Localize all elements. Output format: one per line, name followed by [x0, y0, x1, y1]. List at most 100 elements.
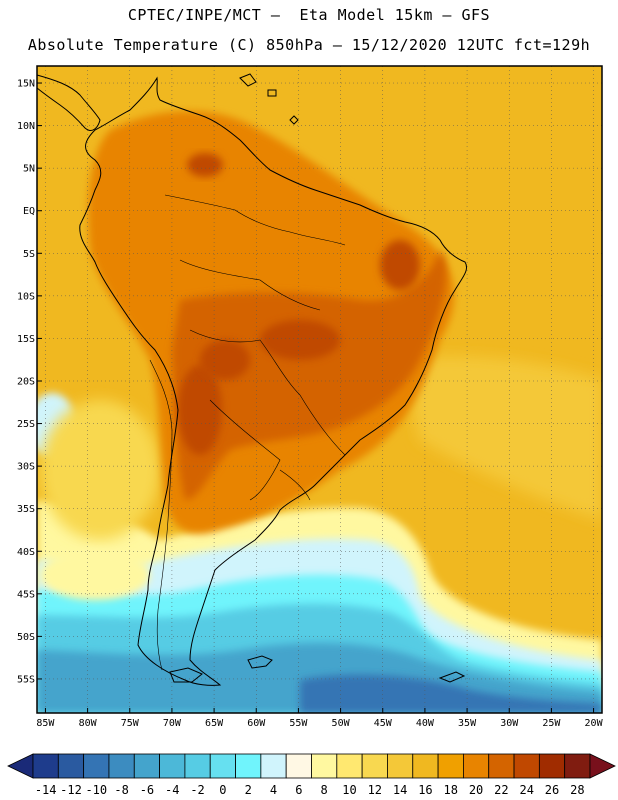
colorbar-label: 18	[444, 783, 458, 797]
field-very-hot-chaco	[178, 365, 222, 455]
latitude-label: 40S	[17, 547, 35, 558]
colorbar-label: 10	[342, 783, 356, 797]
border-uruguay	[279, 469, 311, 501]
longitude-label: 65W	[205, 718, 224, 729]
field-hot-core	[172, 250, 447, 500]
colorbar-swatch	[260, 753, 287, 779]
colorbar-swatch	[564, 753, 591, 779]
longitude-label: 40W	[416, 718, 435, 729]
latitude-label: 45S	[17, 589, 35, 600]
colorbar-label: -8	[114, 783, 128, 797]
colorbar-label: 4	[270, 783, 277, 797]
colorbar-label: -4	[165, 783, 179, 797]
colorbar-label: 26	[545, 783, 559, 797]
border-andes	[149, 359, 173, 671]
colorbar-swatch	[83, 753, 110, 779]
colorbar-swatch	[361, 753, 388, 779]
longitude-label: 85W	[36, 718, 55, 729]
longitude-label: 20W	[585, 718, 604, 729]
colorbar-swatch	[488, 753, 515, 779]
colorbar-swatch	[336, 753, 363, 779]
colorbar-swatch	[184, 753, 211, 779]
field-very-hot-bolivia	[200, 340, 250, 380]
latitude-labels: 15N 10N 5N EQ 5S 10S 15S 20S 25S 30S 35S 40S 45S 50S 5…	[17, 79, 42, 685]
latitude-label: 20S	[17, 376, 35, 387]
temperature-field	[37, 66, 602, 713]
colorbar-label: 12	[368, 783, 382, 797]
latitude-label: 55S	[17, 674, 35, 685]
colorbar-swatch	[159, 753, 186, 779]
border-brazil	[164, 194, 346, 456]
colorbar-label: 24	[519, 783, 533, 797]
colorbar-swatch	[235, 753, 262, 779]
central-america-coastline	[36, 74, 101, 131]
colorbar-label: 2	[245, 783, 252, 797]
field-pale-patagonia	[40, 550, 150, 600]
field-very-hot-nordeste	[380, 240, 420, 290]
longitude-label: 70W	[163, 718, 182, 729]
field-very-hot-venezuela	[187, 153, 223, 177]
field-mild-spot	[40, 400, 160, 540]
colorbar-label: 0	[219, 783, 226, 797]
longitude-label: 75W	[121, 718, 140, 729]
colorbar-swatch	[133, 753, 160, 779]
colorbar-label: -6	[140, 783, 154, 797]
colorbar-label: -2	[190, 783, 204, 797]
longitude-label: 50W	[332, 718, 351, 729]
south-america-coastline	[79, 76, 468, 686]
latitude-label: 5S	[23, 249, 35, 260]
colorbar-swatch	[463, 753, 490, 779]
coastlines	[36, 73, 468, 686]
colorbar-swatch	[285, 753, 312, 779]
colorbar-label: 22	[494, 783, 508, 797]
colorbar-label: 20	[469, 783, 483, 797]
colorbar: -14 -12 -10 -8 -6 -4 -2 0 2 4 6 8 10 12 14 16 18 20 22 24 26…	[7, 753, 616, 797]
colorbar-label: -10	[85, 783, 107, 797]
colorbar-swatch	[108, 753, 135, 779]
colorbar-swatch	[387, 753, 414, 779]
colorbar-swatch	[538, 753, 566, 779]
colorbar-swatch	[513, 753, 540, 779]
longitude-label: 45W	[374, 718, 393, 729]
colorbar-label: -14	[35, 783, 57, 797]
field-cold-6	[300, 674, 602, 713]
longitude-label: 55W	[289, 718, 308, 729]
colorbar-label: 8	[321, 783, 328, 797]
south-georgia	[438, 671, 466, 683]
colorbar-under-arrow	[7, 753, 34, 779]
latitude-label: 15N	[17, 79, 35, 90]
colorbar-over-arrow	[589, 753, 616, 779]
map-title-variable: Absolute Temperature (C) 850hPa – 15/12/…	[27, 36, 591, 54]
longitude-label: 80W	[79, 718, 98, 729]
colorbar-swatch	[57, 753, 85, 779]
colorbar-swatch	[209, 753, 236, 779]
latitude-label: 10S	[17, 291, 35, 302]
colorbar-label: 16	[418, 783, 432, 797]
latitude-label: 15S	[17, 334, 35, 345]
colorbar-swatch	[311, 753, 338, 779]
longitude-label: 30W	[500, 718, 519, 729]
latitude-label: 30S	[17, 462, 35, 473]
colorbar-swatch	[32, 753, 59, 779]
colorbar-label: 28	[570, 783, 584, 797]
field-subtropical	[400, 356, 602, 520]
latitude-label: 35S	[17, 504, 35, 515]
longitude-labels: 85W 80W 75W 70W 65W 60W 55W 50W 45W 40W 35W 30W 25W 2…	[36, 708, 604, 729]
latitude-label: 5N	[23, 164, 35, 175]
longitude-label: 60W	[247, 718, 266, 729]
tierra-del-fuego	[169, 667, 203, 683]
country-borders	[149, 194, 346, 671]
border-argentina	[209, 399, 281, 501]
colorbar-label: 6	[295, 783, 302, 797]
caribbean-islands	[239, 73, 299, 125]
latitude-label: 25S	[17, 419, 35, 430]
map-title-model: CPTEC/INPE/MCT – Eta Model 15km – GFS	[127, 6, 491, 24]
latitude-label: 50S	[17, 632, 35, 643]
plot-frame	[36, 65, 603, 714]
colorbar-swatch	[412, 753, 439, 779]
colorbar-swatch	[437, 753, 464, 779]
latitude-label: EQ	[23, 206, 35, 217]
latitude-label: 10N	[17, 121, 35, 132]
falkland-islands	[247, 655, 273, 669]
